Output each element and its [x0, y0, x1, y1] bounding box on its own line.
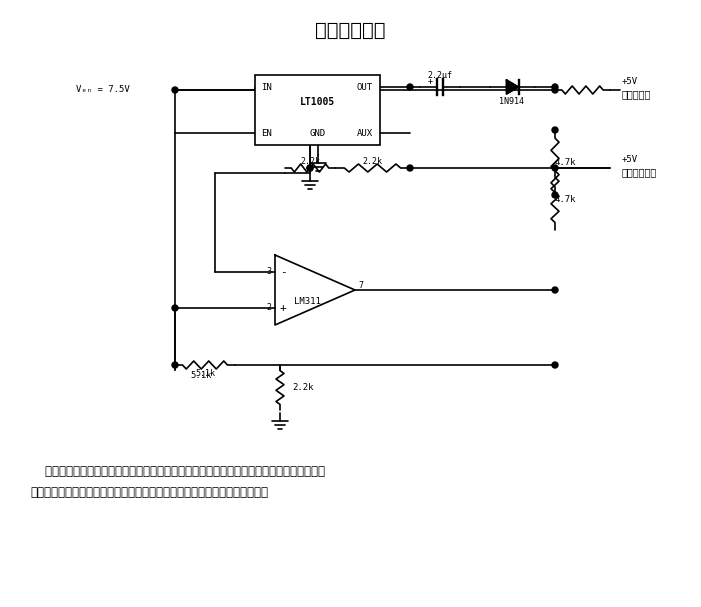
Circle shape: [552, 127, 558, 133]
Circle shape: [552, 87, 558, 93]
Text: IN: IN: [261, 83, 273, 92]
Text: +: +: [428, 78, 433, 87]
Circle shape: [307, 165, 313, 171]
Text: -: -: [280, 267, 287, 277]
Text: LT1005: LT1005: [300, 97, 335, 107]
Polygon shape: [275, 255, 355, 325]
Text: AUX: AUX: [357, 129, 373, 138]
Text: 1N914: 1N914: [500, 97, 524, 106]
Circle shape: [172, 87, 178, 93]
Circle shape: [172, 305, 178, 311]
Text: 5.1k: 5.1k: [190, 370, 212, 379]
Text: 2.2k: 2.2k: [300, 157, 320, 166]
Text: +: +: [280, 303, 287, 313]
Text: +5V: +5V: [622, 78, 638, 87]
Circle shape: [407, 165, 413, 171]
Circle shape: [172, 362, 178, 368]
Text: Vₑₙ = 7.5V: Vₑₙ = 7.5V: [76, 86, 130, 95]
Text: 2.2k: 2.2k: [362, 157, 383, 166]
Text: 3: 3: [266, 268, 271, 277]
Circle shape: [552, 192, 558, 198]
Text: 辅助电源输出: 辅助电源输出: [622, 167, 658, 177]
Text: 4.7k: 4.7k: [554, 195, 576, 205]
Text: LM311: LM311: [294, 297, 320, 307]
Text: EN: EN: [261, 129, 273, 138]
Text: 2: 2: [266, 304, 271, 313]
Bar: [255, 75, 380, 145]
Text: 4.7k: 4.7k: [554, 158, 576, 167]
Text: GND: GND: [309, 129, 325, 138]
Text: 5.1k: 5.1k: [195, 370, 215, 379]
Circle shape: [552, 362, 558, 368]
Circle shape: [552, 165, 558, 171]
Text: 掉电存储保护: 掉电存储保护: [315, 21, 386, 39]
Text: 2.2k: 2.2k: [292, 384, 313, 393]
Text: 主电源输出: 主电源输出: [622, 89, 651, 99]
Text: 辅助电源输出给存储器供电，而主电源输出给系统供电，并连到存储器的存储引脚上。当电
源电压变低时，主电源输出变低，命令存储器存入，然后辅助电源输出消失。: 辅助电源输出给存储器供电，而主电源输出给系统供电，并连到存储器的存储引脚上。当电…: [30, 465, 325, 499]
Circle shape: [552, 84, 558, 90]
Text: 2.2μf: 2.2μf: [428, 70, 453, 80]
Text: OUT: OUT: [357, 83, 373, 92]
Circle shape: [307, 165, 313, 171]
Text: 7: 7: [358, 280, 363, 290]
Text: +5V: +5V: [622, 155, 638, 164]
Polygon shape: [507, 80, 519, 94]
Circle shape: [407, 84, 413, 90]
Circle shape: [552, 287, 558, 293]
